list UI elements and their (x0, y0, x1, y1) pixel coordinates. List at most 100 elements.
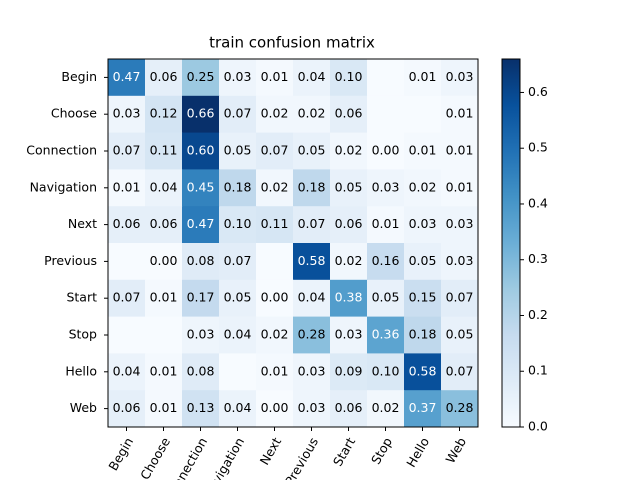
heatmap-cell (256, 243, 294, 281)
heatmap-cell (404, 169, 442, 207)
heatmap-cell (404, 206, 442, 244)
x-tick-label: Begin (105, 435, 136, 473)
cell-label: 0.02 (261, 179, 289, 194)
cell-label: 0.03 (372, 179, 400, 194)
colorbar-tick-label: 0.0 (528, 419, 548, 434)
colorbar-tick-label: 0.5 (528, 140, 548, 155)
y-tick-label: Begin (61, 69, 97, 84)
cell-label: 0.03 (298, 363, 326, 378)
heatmap-cell (367, 279, 405, 318)
heatmap-cell (367, 353, 405, 391)
heatmap-cell (256, 206, 294, 244)
x-tick-label: Web (443, 435, 470, 466)
heatmap-cell (219, 279, 257, 318)
heatmap-cell (330, 59, 368, 97)
y-tick-label: Previous (44, 253, 97, 268)
heatmap-cell (441, 279, 479, 318)
cell-label: 0.15 (409, 290, 437, 305)
heatmap-cell (145, 279, 183, 318)
heatmap-cell (145, 59, 183, 97)
heatmap-cell (256, 353, 294, 391)
cell-label: 0.01 (446, 106, 474, 121)
cell-label: 0.03 (187, 327, 215, 342)
cell-label: 0.07 (446, 290, 474, 305)
heatmap-cell (182, 59, 220, 97)
chart-title: train confusion matrix (209, 34, 375, 52)
heatmap-cell (330, 279, 368, 318)
cell-label: 0.58 (409, 363, 437, 378)
heatmap-cell (404, 316, 442, 354)
cell-label: 0.47 (113, 69, 141, 84)
cell-label: 0.18 (298, 179, 326, 194)
heatmap-cell (441, 132, 479, 170)
heatmap-cell (404, 279, 442, 318)
cell-label: 0.00 (372, 143, 400, 158)
cell-label: 0.00 (150, 253, 178, 268)
heatmap-cell (145, 390, 183, 428)
cell-label: 0.06 (335, 400, 363, 415)
heatmap-cell (108, 132, 146, 170)
cell-label: 0.11 (261, 216, 289, 231)
y-tick-label: Choose (51, 106, 97, 121)
cell-label: 0.03 (224, 69, 252, 84)
heatmap-cell (441, 59, 479, 97)
cell-label: 0.17 (187, 290, 215, 305)
cell-label: 0.07 (224, 253, 252, 268)
heatmap-cell (441, 169, 479, 207)
cell-label: 0.03 (446, 253, 474, 268)
heatmap-cell (367, 243, 405, 281)
heatmap-cell (404, 353, 442, 391)
heatmap-cell (108, 316, 146, 354)
y-tick-label: Start (66, 290, 97, 305)
heatmap-cell (367, 95, 405, 134)
x-tick-label: Next (257, 435, 285, 468)
cell-label: 0.37 (409, 400, 437, 415)
cell-label: 0.06 (335, 106, 363, 121)
colorbar-tick-label: 0.2 (528, 307, 548, 322)
heatmap-cell (293, 279, 331, 318)
cell-label: 0.04 (150, 179, 178, 194)
y-tick-label: Connection (26, 143, 97, 158)
heatmap-cell (367, 206, 405, 244)
x-tick-label: Start (330, 435, 358, 469)
heatmap-cell (293, 59, 331, 97)
heatmap-cell (219, 59, 257, 97)
x-tick-label: Stop (368, 435, 395, 467)
heatmap-cell (441, 353, 479, 391)
colorbar-tick-label: 0.4 (528, 195, 548, 210)
heatmap-cell (182, 316, 220, 354)
cell-label: 0.01 (113, 179, 141, 194)
heatmap-cell (256, 95, 294, 134)
cell-label: 0.01 (409, 143, 437, 158)
cell-label: 0.08 (187, 253, 215, 268)
x-tick-label: Hello (403, 435, 432, 470)
heatmap-cell (145, 316, 183, 354)
cell-label: 0.03 (113, 106, 141, 121)
heatmap-cell (404, 59, 442, 97)
heatmap-cell (219, 206, 257, 244)
cell-label: 0.05 (224, 290, 252, 305)
cell-label: 0.01 (150, 363, 178, 378)
cell-label: 0.38 (335, 290, 363, 305)
cell-label: 0.10 (335, 69, 363, 84)
heatmap-cell (145, 243, 183, 281)
heatmap-cell (108, 95, 146, 134)
heatmap-cell (330, 95, 368, 134)
cell-label: 0.60 (187, 143, 215, 158)
cell-label: 0.13 (187, 400, 215, 415)
heatmap-cell (367, 59, 405, 97)
cell-label: 0.02 (409, 179, 437, 194)
heatmap-cell (441, 316, 479, 354)
cell-label: 0.01 (150, 290, 178, 305)
cell-label: 0.11 (150, 143, 178, 158)
heatmap-cell (293, 316, 331, 354)
x-tick-label: Previous (282, 435, 321, 480)
heatmap-cell (404, 95, 442, 134)
heatmap-cell (293, 353, 331, 391)
heatmap-cell (330, 353, 368, 391)
heatmap-cell (108, 279, 146, 318)
cell-label: 0.00 (261, 400, 289, 415)
heatmap-cell (182, 169, 220, 207)
y-tick-label: Navigation (30, 179, 97, 194)
cell-label: 0.47 (187, 216, 215, 231)
